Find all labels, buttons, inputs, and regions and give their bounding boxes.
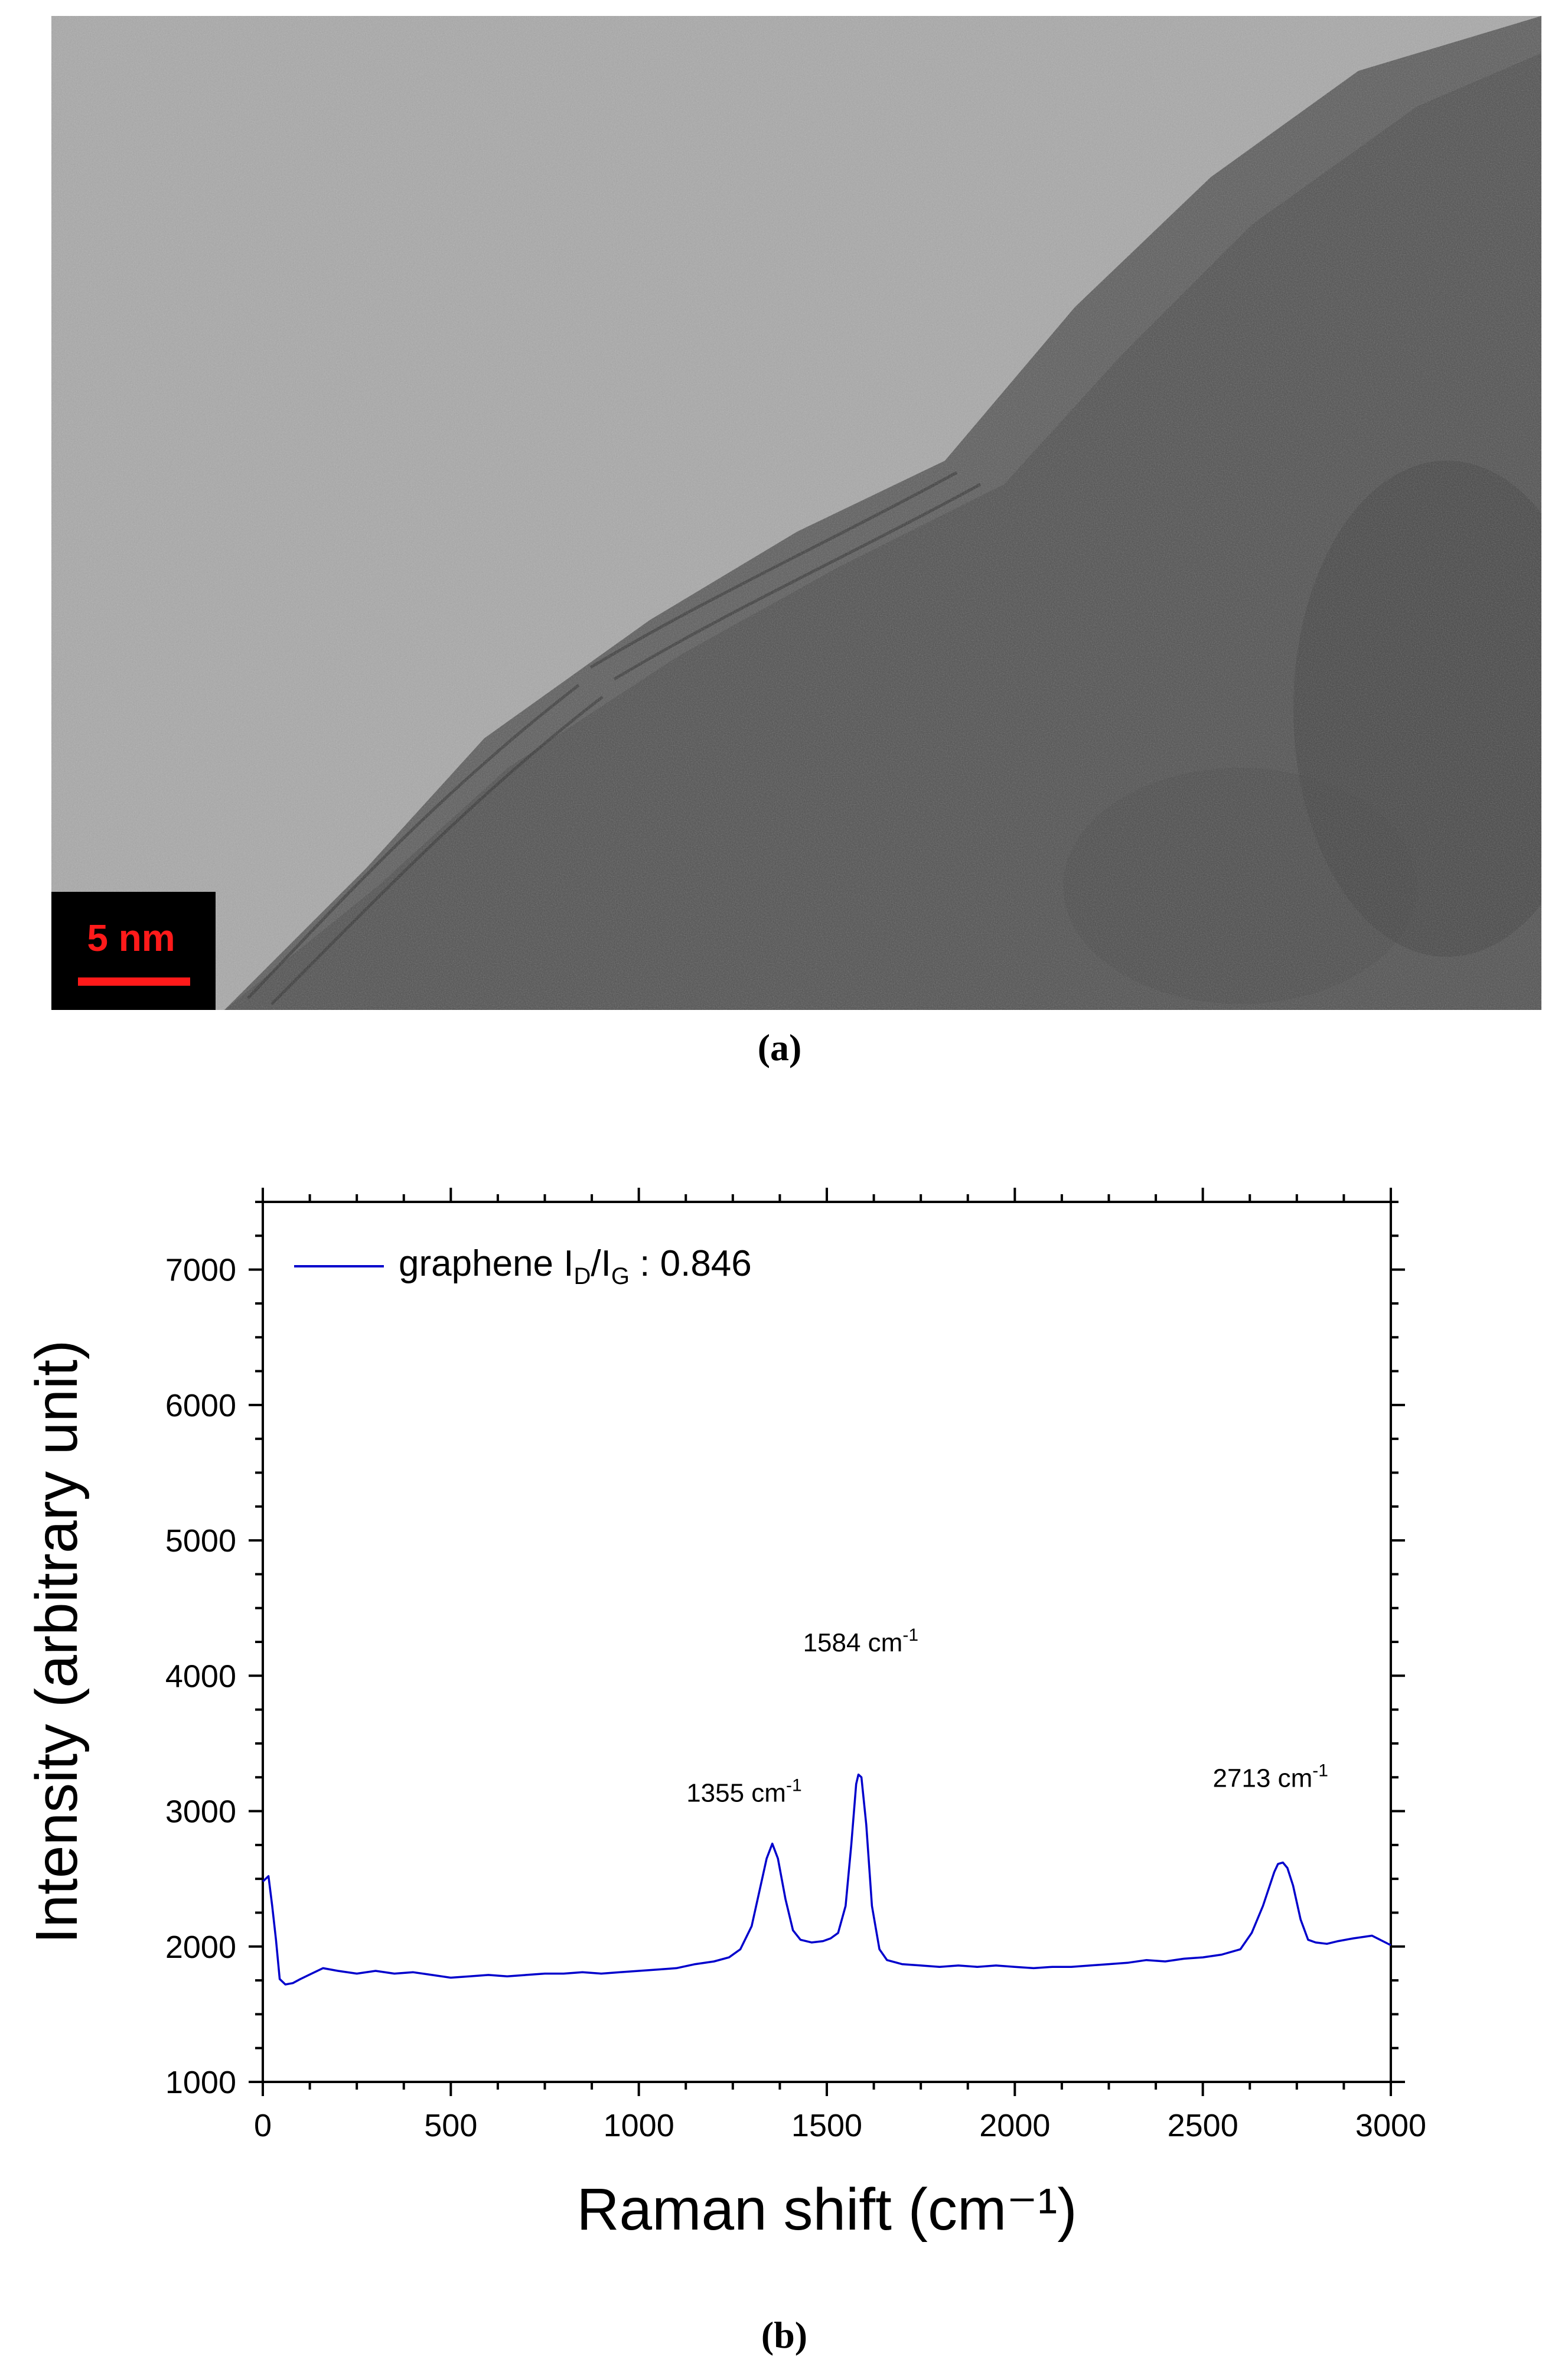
y-axis-label: Intensity (arbitrary unit) (24, 1340, 90, 1944)
x-tick-label: 1000 (604, 2108, 674, 2143)
y-tick-label: 7000 (165, 1253, 236, 1288)
tem-micrograph: 5 nm (a) (51, 16, 1541, 1068)
y-tick-label: 2000 (165, 1930, 236, 1965)
x-axis-label: Raman shift (cm⁻¹) (576, 2176, 1077, 2243)
scalebar: 5 nm (51, 892, 216, 1010)
peak-annotation: 1355 cm-1 (686, 1775, 801, 1807)
x-tick-label: 0 (254, 2108, 272, 2143)
chart-ticks (249, 1188, 1405, 2096)
series-line (262, 1773, 1391, 1986)
y-tick-label: 1000 (165, 2065, 236, 2100)
tem-micrograph-panel: 5 nm (a) (0, 0, 1568, 1099)
x-tick-label: 3000 (1355, 2108, 1426, 2143)
y-tick-label: 5000 (165, 1523, 236, 1559)
x-tick-label: 2500 (1168, 2108, 1238, 2143)
scalebar-label: 5 nm (87, 917, 175, 959)
peak-annotation: 1584 cm-1 (803, 1625, 918, 1657)
y-tick-label: 4000 (165, 1658, 236, 1694)
chart-plot-area (262, 1773, 1391, 1986)
raman-chart-panel: 0 500 1000 1500 2000 2500 3000 1000 2000 3000 4000… (0, 1099, 1568, 2366)
scalebar-line (78, 977, 190, 986)
scalebar-background (51, 892, 216, 1010)
x-tick-label: 2000 (979, 2108, 1050, 2143)
y-tick-label: 3000 (165, 1794, 236, 1830)
raman-chart: 0 500 1000 1500 2000 2500 3000 1000 2000 3000 4000… (24, 1188, 1426, 2356)
legend-label: graphene ID/IG : 0.846 (399, 1243, 752, 1289)
chart-labels: 0 500 1000 1500 2000 2500 3000 1000 2000 3000 4000… (24, 1243, 1426, 2243)
panel-b-caption: (b) (761, 2314, 807, 2356)
x-tick-label: 500 (424, 2108, 477, 2143)
y-tick-label: 6000 (165, 1388, 236, 1423)
peak-annotation: 2713 cm-1 (1213, 1761, 1328, 1793)
panel-a-caption: (a) (758, 1026, 802, 1068)
x-tick-label: 1500 (791, 2108, 862, 2143)
